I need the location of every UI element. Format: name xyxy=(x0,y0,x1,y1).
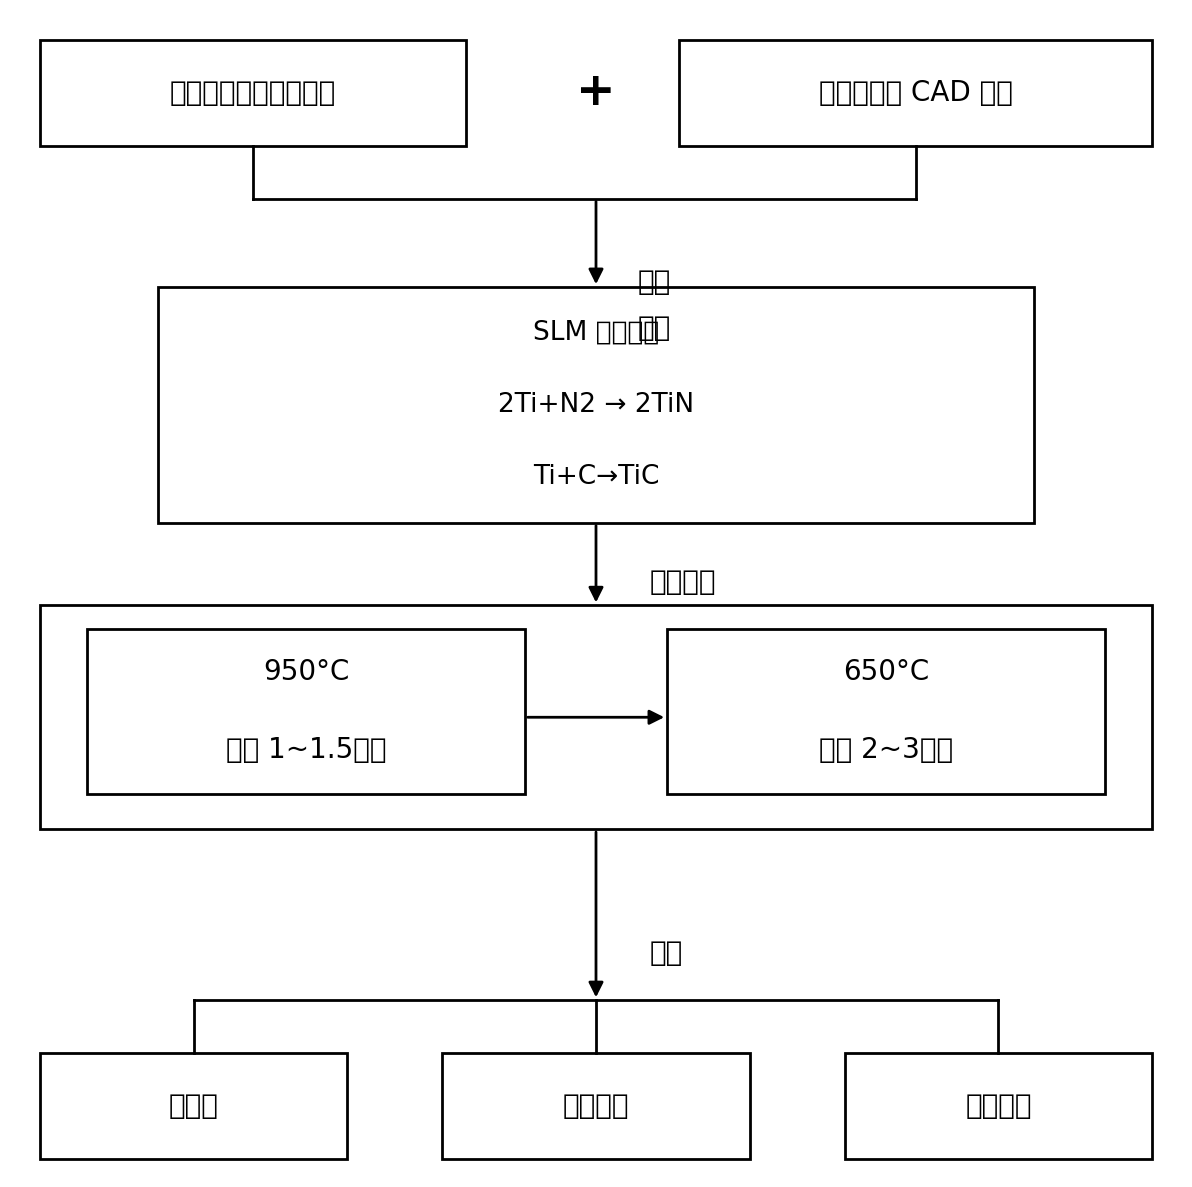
Text: 断口形貌: 断口形貌 xyxy=(966,1092,1032,1121)
Bar xyxy=(87,629,524,794)
Bar xyxy=(845,1053,1153,1160)
Bar xyxy=(442,1053,750,1160)
Text: 氮气
氯气: 氮气 氯气 xyxy=(638,268,671,342)
Text: 分段冷却: 分段冷却 xyxy=(650,567,715,596)
Bar xyxy=(39,39,466,146)
Text: 测试: 测试 xyxy=(650,939,683,967)
Text: 650°C

水冷 2~3小时: 650°C 水冷 2~3小时 xyxy=(819,659,954,764)
Bar xyxy=(39,605,1153,830)
Text: +: + xyxy=(576,70,616,115)
Text: 显微组织: 显微组织 xyxy=(563,1092,629,1121)
Bar xyxy=(159,287,1033,522)
Bar xyxy=(679,39,1153,146)
Text: 馒合金零件 CAD 图形: 馒合金零件 CAD 图形 xyxy=(819,78,1012,107)
Bar xyxy=(668,629,1105,794)
Text: 耗蚀性: 耗蚀性 xyxy=(168,1092,218,1121)
Bar xyxy=(39,1053,347,1160)
Text: 馒、铝、石墨、馒粉末: 馒、铝、石墨、馒粉末 xyxy=(169,78,336,107)
Text: SLM 快速形型

2Ti+N2 → 2TiN

Ti+C→TiC: SLM 快速形型 2Ti+N2 → 2TiN Ti+C→TiC xyxy=(498,320,694,490)
Text: 950°C

空冷 1~1.5小时: 950°C 空冷 1~1.5小时 xyxy=(225,659,386,764)
